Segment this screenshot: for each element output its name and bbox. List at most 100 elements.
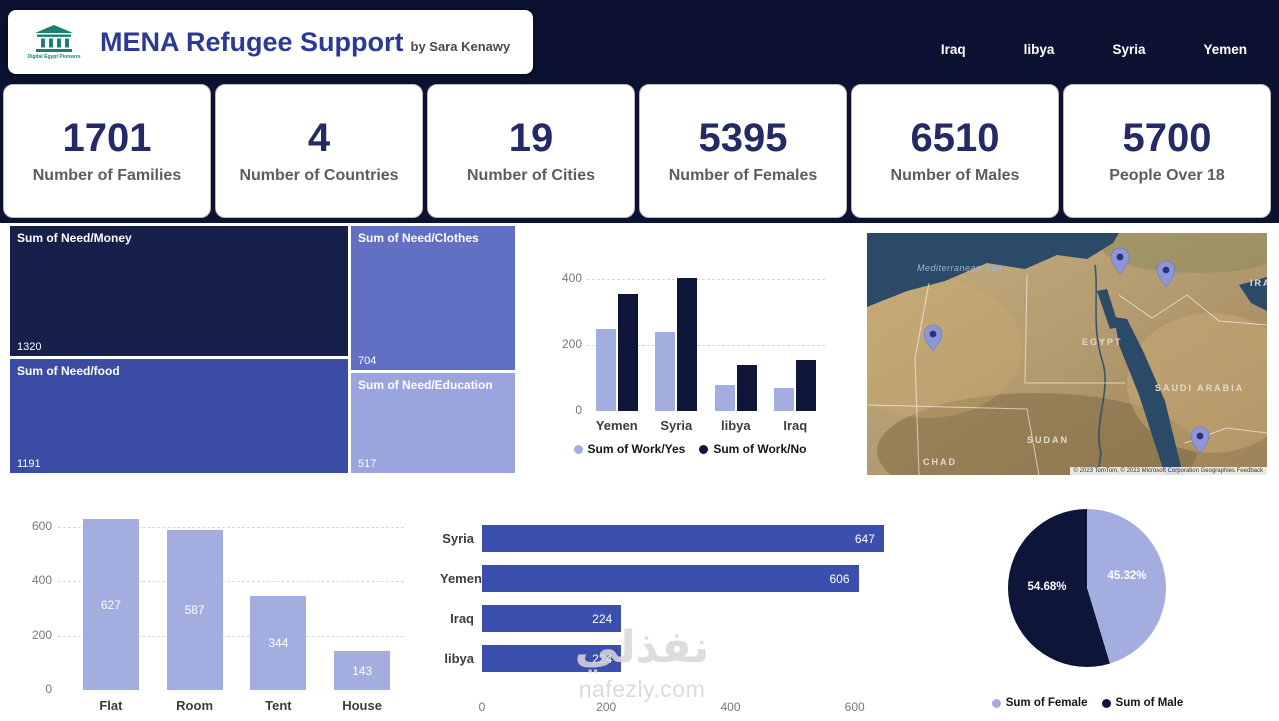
gridline: [58, 526, 404, 528]
category-label: House: [342, 698, 382, 713]
legend-dot-yes: [573, 444, 583, 454]
x-axis-label: 400: [720, 700, 741, 714]
y-axis-label: 200: [561, 337, 582, 352]
treemap-node-value: 1320: [17, 341, 42, 353]
bar-iraq-no[interactable]: [796, 360, 817, 411]
gridline: [58, 635, 404, 637]
treemap-node-clothes[interactable]: Sum of Need/Clothes 704: [351, 226, 515, 370]
bar-value-label: 224: [592, 651, 613, 666]
bar-yemen-no[interactable]: [617, 294, 638, 411]
treemap-node-label: Sum of Need/Money: [17, 231, 132, 245]
bar-libya-no[interactable]: [736, 365, 757, 411]
pie-slice-label-female: 45.32%: [1107, 570, 1147, 582]
treemap-node-money[interactable]: Sum of Need/Money 1320: [10, 226, 348, 356]
category-label: Room: [176, 698, 214, 713]
country-bar-chart: Syria 647 Yemen 606 Iraq 224 libya 224 0 200 400 60…: [440, 508, 900, 718]
category-label: Syria: [660, 418, 693, 433]
title-group: MENA Refugee Support by Sara Kenawy: [100, 27, 510, 58]
gridline: [58, 581, 404, 583]
legend-item-female[interactable]: Sum of Female: [991, 697, 1088, 709]
legend-item-work-yes[interactable]: Sum of Work/Yes: [573, 442, 685, 456]
logo-caption: Digital Egypt Pioneers: [27, 53, 81, 60]
filter-libya[interactable]: libya: [1023, 42, 1055, 57]
y-axis-label: 400: [561, 271, 582, 286]
gender-pie-visual: 45.32% 54.68% Sum of Female Sum of Male: [980, 500, 1195, 718]
y-axis-label: 200: [31, 627, 52, 642]
category-label: libya: [720, 418, 751, 433]
bar-yemen-yes[interactable]: [595, 328, 616, 411]
kpi-card-cities[interactable]: 19 Number of Cities: [427, 84, 635, 218]
bar-room[interactable]: 587: [166, 530, 223, 690]
kpi-value: 4: [307, 115, 331, 160]
country-filter-bar: Iraq libya Syria Yemen: [941, 42, 1247, 57]
map-pin[interactable]: [1156, 260, 1176, 288]
map-label-chad: CHAD: [923, 457, 957, 467]
filter-syria[interactable]: Syria: [1112, 42, 1146, 57]
work-bar-chart: Sum of Work/Yes Sum of Work/No 0 200 400 Ye…: [530, 246, 850, 458]
header-card: Digital Egypt Pioneers MENA Refugee Supp…: [8, 10, 533, 74]
bar-value-label: 344: [268, 636, 289, 651]
kpi-card-over18[interactable]: 5700 People Over 18: [1063, 84, 1271, 218]
category-label: Yemen: [595, 418, 638, 433]
need-treemap: Sum of Need/Money 1320 Sum of Need/food …: [10, 226, 515, 473]
bar-yemen[interactable]: 606: [482, 565, 859, 592]
kpi-label: People Over 18: [1109, 166, 1225, 184]
gender-pie[interactable]: [1008, 509, 1166, 667]
y-axis-label: 600: [31, 518, 52, 533]
bar-tent[interactable]: 344: [250, 596, 307, 690]
bar-value-label: 587: [184, 603, 205, 618]
bar-syria[interactable]: 647: [482, 525, 884, 552]
y-axis-label: 400: [31, 573, 52, 588]
gridline: [587, 345, 825, 347]
legend-item-male[interactable]: Sum of Male: [1101, 697, 1183, 709]
bar-house[interactable]: 143: [334, 651, 391, 690]
bar-syria-yes[interactable]: [655, 332, 676, 411]
map-label-mediterranean: Mediterranean Sea: [917, 263, 1002, 273]
category-label: Flat: [99, 698, 123, 713]
byline: by Sara Kenawy: [410, 38, 511, 54]
map-visual[interactable]: Mediterranean Sea EGYPT SAUDI ARABIA SUD…: [867, 233, 1267, 475]
page-title: MENA Refugee Support: [100, 26, 404, 57]
kpi-value: 5700: [1122, 115, 1212, 160]
bar-value-label: 224: [592, 611, 613, 626]
kpi-card-females[interactable]: 5395 Number of Females: [639, 84, 847, 218]
bar-iraq[interactable]: 224: [482, 605, 622, 632]
kpi-label: Number of Females: [668, 166, 818, 184]
x-axis-label: 200: [596, 700, 617, 714]
treemap-node-value: 704: [358, 355, 377, 367]
building-icon: [35, 24, 73, 52]
map-pin[interactable]: [923, 324, 943, 352]
treemap-node-food[interactable]: Sum of Need/food 1191: [10, 359, 348, 473]
treemap-node-education[interactable]: Sum of Need/Education 517: [351, 373, 515, 473]
x-axis-label: 600: [844, 700, 865, 714]
category-label: Yemen: [440, 571, 482, 586]
filter-yemen[interactable]: Yemen: [1203, 42, 1247, 57]
map-pin[interactable]: [1110, 247, 1130, 275]
pie-legend: Sum of Female Sum of Male: [980, 697, 1195, 709]
kpi-value: 6510: [910, 115, 1000, 160]
map-pin[interactable]: [1190, 426, 1210, 454]
map-label-sudan: SUDAN: [1027, 435, 1069, 445]
kpi-label: Number of Families: [32, 166, 182, 184]
legend-label: Sum of Female: [1005, 697, 1088, 709]
bar-libya-yes[interactable]: [714, 384, 735, 411]
legend-item-work-no[interactable]: Sum of Work/No: [699, 442, 806, 456]
map-canvas: Mediterranean Sea EGYPT SAUDI ARABIA SUD…: [867, 233, 1267, 475]
bar-syria-no[interactable]: [677, 277, 698, 411]
kpi-card-males[interactable]: 6510 Number of Males: [851, 84, 1059, 218]
category-label: Tent: [265, 698, 292, 713]
kpi-card-families[interactable]: 1701 Number of Families: [3, 84, 211, 218]
bar-value-label: 627: [100, 597, 121, 612]
kpi-card-countries[interactable]: 4 Number of Countries: [215, 84, 423, 218]
bar-flat[interactable]: 627: [82, 519, 139, 690]
legend-label: Sum of Work/No: [713, 442, 807, 456]
map-label-egypt: EGYPT: [1082, 337, 1123, 347]
bar-iraq-yes[interactable]: [774, 388, 795, 411]
gridline: [587, 279, 825, 281]
kpi-label: Number of Males: [890, 166, 1020, 184]
bar-libya[interactable]: 224: [482, 645, 622, 672]
filter-iraq[interactable]: Iraq: [940, 42, 966, 57]
kpi-value: 5395: [698, 115, 788, 160]
legend-dot-male: [1101, 698, 1111, 708]
